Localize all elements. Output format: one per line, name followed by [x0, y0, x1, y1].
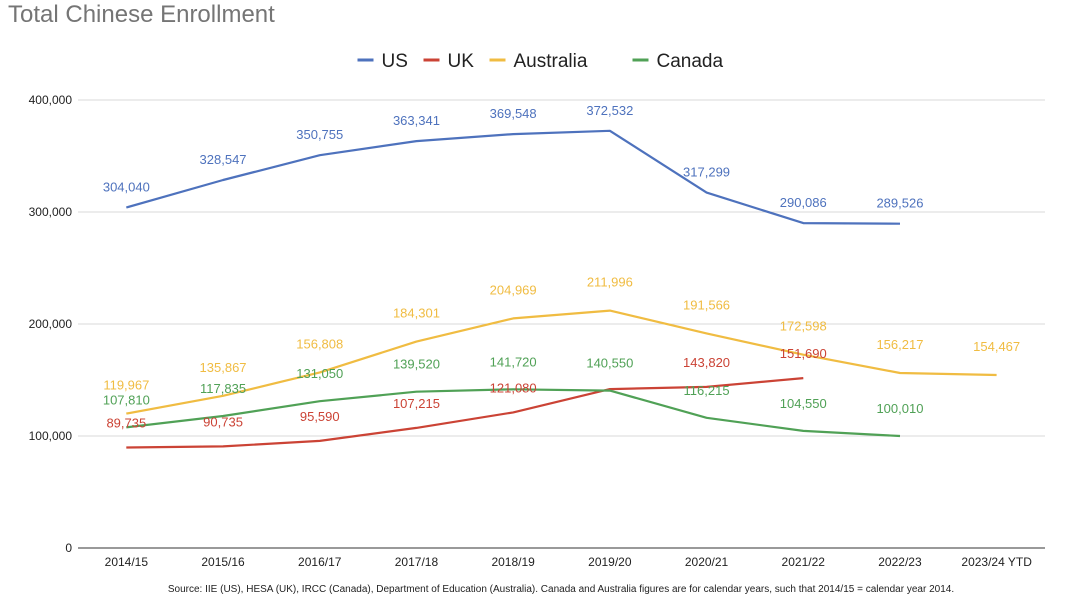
chart-title: Total Chinese Enrollment: [8, 1, 275, 28]
data-label: 119,967: [103, 378, 149, 393]
data-label: 117,835: [200, 381, 246, 396]
legend: US UK Australia Canada: [357, 51, 724, 72]
y-tick-label: 0: [65, 541, 72, 555]
legend-label-australia: Australia: [514, 51, 588, 72]
data-label: 211,996: [587, 275, 633, 290]
x-axis: 2014/15 2015/16 2016/17 2017/18 2018/19 2019/…: [105, 555, 1033, 569]
data-label: 95,590: [300, 409, 340, 424]
data-label: 131,050: [296, 366, 343, 381]
data-label: 304,040: [103, 179, 150, 194]
data-label: 290,086: [780, 195, 827, 210]
source-note: Source: IIE (US), HESA (UK), IRCC (Canad…: [168, 584, 954, 595]
data-label: 289,526: [876, 196, 923, 211]
x-tick-label: 2021/22: [782, 555, 826, 569]
series-line-us: [125, 129, 901, 225]
data-label: 139,520: [393, 357, 440, 372]
data-label: 121,080: [490, 380, 537, 395]
data-label: 369,548: [490, 106, 537, 121]
data-label: 116,215: [684, 383, 730, 398]
y-tick-label: 400,000: [29, 93, 73, 107]
data-label: 372,532: [586, 103, 633, 118]
data-label: 89,735: [106, 415, 146, 430]
x-tick-label: 2014/15: [105, 555, 149, 569]
data-label: 204,969: [490, 282, 537, 297]
data-label: 154,467: [973, 339, 1020, 354]
data-label: 156,808: [296, 336, 343, 351]
y-tick-label: 300,000: [29, 205, 73, 219]
data-label: 363,341: [393, 113, 440, 128]
data-label: 100,010: [876, 401, 923, 416]
data-label: 107,810: [103, 392, 150, 407]
legend-label-canada: Canada: [657, 51, 724, 72]
x-tick-label: 2023/24 YTD: [961, 555, 1032, 569]
data-label: 156,217: [876, 337, 923, 352]
data-label: 350,755: [296, 127, 343, 142]
series-lines: [125, 129, 997, 449]
x-tick-label: 2020/21: [685, 555, 729, 569]
x-tick-label: 2022/23: [878, 555, 922, 569]
x-tick-label: 2016/17: [298, 555, 342, 569]
data-label: 191,566: [683, 297, 730, 312]
series-line-australia: [126, 309, 997, 415]
series-line-uk: [126, 377, 804, 449]
y-tick-label: 200,000: [29, 317, 73, 331]
series-line-canada: [126, 388, 901, 438]
data-label: 90,735: [203, 414, 243, 429]
y-tick-label: 100,000: [29, 429, 73, 443]
data-label: 141,720: [490, 354, 537, 369]
x-tick-label: 2018/19: [491, 555, 535, 569]
data-label: 104,550: [780, 396, 827, 411]
data-label: 317,299: [683, 165, 730, 180]
data-label: 172,598: [780, 319, 827, 334]
data-label: 143,820: [683, 355, 730, 370]
data-label: 151,690: [780, 346, 827, 361]
y-axis: 0 100,000 200,000 300,000 400,000: [29, 93, 73, 555]
legend-label-us: US: [382, 51, 408, 72]
data-label: 328,547: [200, 152, 247, 167]
gridlines: [78, 99, 1045, 549]
data-label: 140,550: [586, 356, 633, 371]
x-tick-label: 2017/18: [395, 555, 439, 569]
x-tick-label: 2019/20: [588, 555, 632, 569]
data-labels: 304,040 328,547 350,755 363,341 369,548 372,5…: [103, 103, 1020, 431]
data-label: 184,301: [393, 306, 440, 321]
data-label: 135,867: [200, 360, 247, 375]
x-tick-label: 2015/16: [201, 555, 245, 569]
data-label: 107,215: [393, 396, 440, 411]
legend-label-uk: UK: [448, 51, 475, 72]
